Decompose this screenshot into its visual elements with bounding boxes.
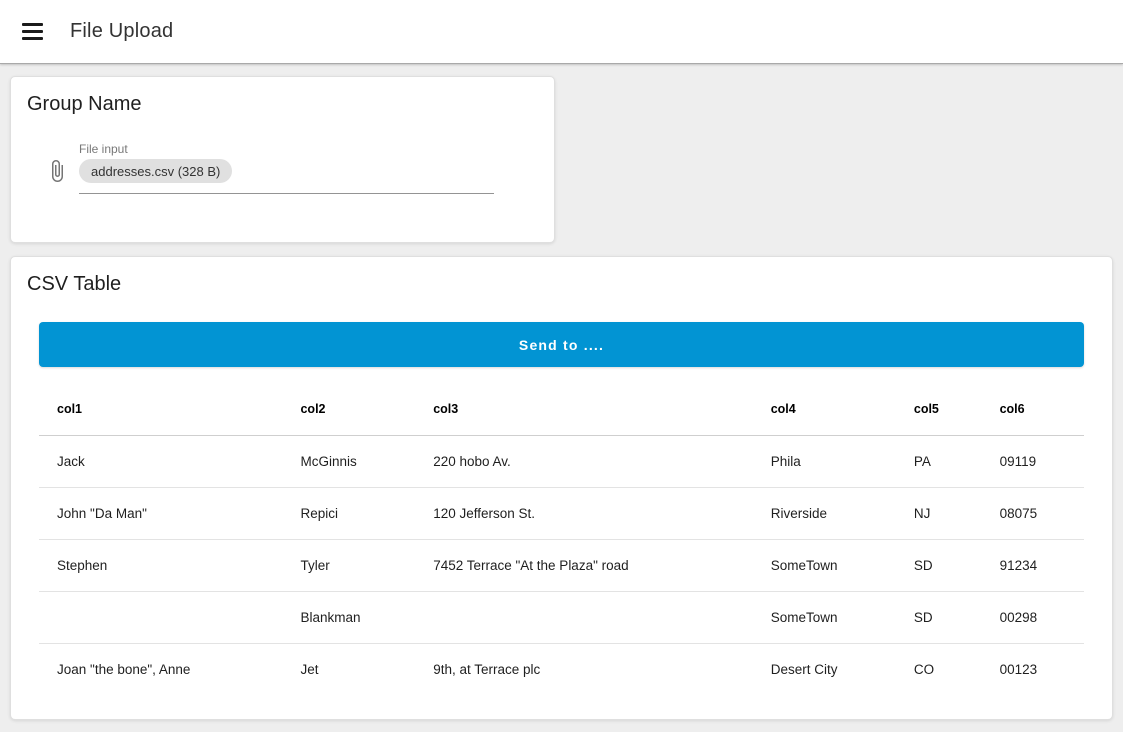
csv-table-title: CSV Table	[27, 273, 122, 295]
table-cell: SD	[895, 539, 982, 592]
table-row: John "Da Man" Repici 120 Jefferson St. Rive…	[39, 487, 1084, 540]
table-cell: SomeTown	[752, 591, 896, 644]
table-cell	[39, 591, 283, 644]
send-to-button[interactable]: Send to ....	[39, 322, 1084, 367]
table-cell: 00298	[981, 591, 1084, 644]
file-input-label: File input	[79, 142, 128, 156]
page-title: File Upload	[70, 20, 174, 42]
table-cell: PA	[895, 435, 982, 488]
table-cell: 09119	[981, 435, 1084, 488]
hamburger-menu-icon	[22, 23, 43, 26]
main-content: Group Name File input addresses.csv (328…	[0, 64, 1123, 732]
csv-table-body: Jack McGinnis 220 hobo Av. Phila PA 09119 John…	[39, 435, 1084, 695]
table-cell: Blankman	[282, 591, 416, 644]
file-input[interactable]: File input addresses.csv (328 B)	[27, 142, 538, 194]
table-cell: SD	[895, 591, 982, 644]
table-cell: Repici	[282, 487, 416, 540]
table-cell: 7452 Terrace "At the Plaza" road	[415, 539, 753, 592]
table-cell: Phila	[752, 435, 896, 488]
csv-table-card: CSV Table Send to .... col1	[10, 256, 1113, 720]
table-cell: Jet	[300, 661, 319, 677]
table-cell: Joan "the bone", Anne	[57, 661, 191, 677]
table-header-col4: col4	[752, 383, 896, 436]
menu-button[interactable]	[22, 18, 50, 46]
table-cell: 00123	[999, 661, 1038, 677]
table-cell: 08075	[981, 487, 1084, 540]
table-cell: McGinnis	[282, 435, 416, 488]
table-cell: 91234	[981, 539, 1084, 592]
file-chip: addresses.csv (328 B)	[79, 159, 233, 183]
table-cell: 220 hobo Av.	[415, 435, 753, 488]
table-cell: SomeTown	[752, 539, 896, 592]
table-card-inner: Send to .... col1 col2	[39, 322, 1084, 695]
table-header-row: col1 col2 col3 col4 col5 col6	[39, 383, 1084, 436]
table-cell: Tyler	[282, 539, 416, 592]
table-header-col5: col5	[895, 383, 982, 436]
csv-table-wrap: col1 col2 col3 col4 col5 col6 Jack McGinn…	[39, 383, 1084, 695]
table-cell: NJ	[895, 487, 982, 540]
file-input-field[interactable]: File input addresses.csv (328 B)	[79, 142, 494, 194]
table-cell: CO	[913, 661, 935, 677]
table-cell: 120 Jefferson St.	[415, 487, 753, 540]
table-header-col2: col2	[282, 383, 416, 436]
table-cell: 9th, at Terrace plc	[433, 661, 541, 677]
table-cell: John "Da Man"	[39, 487, 283, 540]
table-cell: Desert City	[770, 661, 838, 677]
table-row: Jack McGinnis 220 hobo Av. Phila PA 09119	[39, 435, 1084, 488]
table-header-col6: col6	[981, 383, 1084, 436]
table-cell: Stephen	[39, 539, 283, 592]
csv-table: col1 col2 col3 col4 col5 col6 Jack McGinn…	[39, 383, 1084, 695]
table-cell: Jack	[39, 435, 283, 488]
table-cell	[415, 591, 753, 644]
upload-card: Group Name File input addresses.csv (328…	[10, 76, 555, 243]
app-bar: File Upload	[0, 0, 1123, 64]
table-row: Blankman SomeTown SD 00298	[39, 591, 1084, 644]
table-row: Stephen Tyler 7452 Terrace "At the Plaza" …	[39, 539, 1084, 592]
upload-card-title: Group Name	[27, 93, 142, 115]
table-header-col1: col1	[39, 383, 283, 436]
table-cell: Riverside	[752, 487, 896, 540]
table-row: Joan "the bone", Anne Jet 9th, at Terrace …	[39, 643, 1084, 695]
table-header-col3: col3	[415, 383, 753, 436]
paperclip-icon	[52, 160, 63, 182]
